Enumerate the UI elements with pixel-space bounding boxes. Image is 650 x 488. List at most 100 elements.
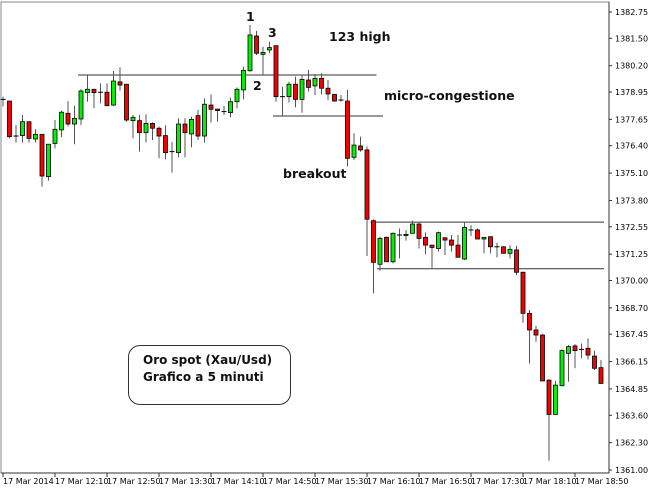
- candle: [163, 125, 168, 160]
- candle-body-down: [585, 347, 591, 356]
- candle: [598, 360, 604, 384]
- candle: [488, 236, 493, 254]
- candle: [423, 232, 428, 254]
- candle-body-down: [520, 271, 526, 314]
- x-tick-label: 17 Mar 16:50: [419, 477, 472, 486]
- x-tick-label: 17 Mar 16:10: [367, 477, 420, 486]
- candle-body-up: [481, 236, 487, 240]
- candle: [403, 229, 409, 241]
- candle-body-up: [46, 143, 51, 178]
- y-tick-label: 1370.00: [615, 276, 648, 285]
- candle: [520, 271, 526, 323]
- candle: [143, 114, 149, 143]
- candle: [338, 94, 344, 102]
- candle: [65, 101, 71, 127]
- level-lines: [78, 74, 604, 270]
- candle: [312, 73, 318, 95]
- candle: [579, 343, 584, 359]
- legend-line-instrument: Oro spot (Xau/Usd): [143, 353, 273, 367]
- candle: [46, 143, 51, 181]
- candle: [585, 338, 591, 360]
- legend-line-timeframe: Grafico a 5 minuti: [143, 370, 264, 384]
- candle: [273, 45, 279, 102]
- candle-body-down: [39, 133, 45, 177]
- candle-body-up: [299, 78, 305, 100]
- candle-body-up: [228, 101, 233, 114]
- candle: [371, 219, 376, 294]
- candle-body-up: [436, 232, 441, 249]
- candle: [319, 73, 324, 95]
- candle-body-up: [462, 227, 467, 260]
- candle: [208, 94, 214, 123]
- candle: [540, 333, 545, 382]
- candle-body-up: [507, 248, 513, 254]
- y-tick-label: 1377.65: [615, 115, 648, 124]
- candle: [514, 245, 519, 276]
- candle: [104, 83, 110, 107]
- candle: [195, 109, 201, 141]
- y-tick-label: 1382.75: [615, 8, 648, 17]
- candle-body-down: [137, 120, 142, 134]
- candle-body-down: [423, 236, 428, 246]
- candle-body-down: [514, 249, 519, 273]
- candle: [390, 232, 396, 264]
- candle: [449, 234, 454, 252]
- candle-body-down: [488, 236, 493, 248]
- candle: [475, 228, 480, 240]
- candle-body-down: [104, 91, 110, 107]
- y-tick-label: 1367.45: [615, 330, 648, 339]
- y-tick-label: 1375.10: [615, 169, 648, 178]
- y-tick-label: 1376.40: [615, 142, 648, 151]
- candle: [156, 126, 162, 159]
- candle-body-down: [384, 236, 389, 263]
- candle: [286, 81, 292, 103]
- candle: [462, 222, 467, 261]
- candle: [176, 118, 181, 158]
- candle-body-down: [26, 121, 32, 139]
- candle-body-down: [156, 127, 162, 137]
- candle-body-up: [130, 116, 136, 122]
- candle: [351, 133, 357, 161]
- candle: [20, 114, 25, 143]
- candle: [124, 83, 129, 122]
- candle-body-up: [351, 144, 357, 158]
- y-tick-label: 1381.50: [615, 34, 648, 43]
- candle: [137, 114, 142, 152]
- candle-body-down: [293, 83, 298, 100]
- candle-body-up: [247, 34, 253, 72]
- candle: [293, 76, 298, 108]
- candle-body-up: [241, 69, 246, 91]
- candle-body-down: [208, 104, 214, 110]
- candle-body-up: [260, 52, 266, 55]
- candle-body-down: [501, 246, 506, 254]
- candle: [85, 74, 90, 102]
- candle: [592, 350, 597, 370]
- candle-body-up: [52, 128, 58, 144]
- candle: [202, 98, 207, 143]
- candle: [280, 86, 285, 117]
- candle-body-down: [163, 135, 168, 154]
- y-tick-label: 1371.25: [615, 250, 648, 259]
- candle-body-down: [215, 108, 220, 111]
- candle-body-up: [143, 122, 149, 134]
- candle-body-up: [553, 384, 558, 415]
- x-tick-label: 17 Mar 14:50: [263, 477, 316, 486]
- candle-body-down: [527, 312, 532, 331]
- candle-body-down: [416, 223, 422, 239]
- candle: [169, 141, 175, 173]
- y-tick-label: 1368.70: [615, 304, 648, 313]
- candle: [377, 236, 383, 271]
- candle-body-down: [273, 45, 279, 98]
- candle-body-down: [345, 100, 350, 159]
- candle-body-down: [358, 145, 363, 151]
- candle: [13, 125, 19, 143]
- candle: [221, 105, 227, 115]
- annotation-point-2: 2: [253, 78, 262, 93]
- candle: [501, 246, 506, 254]
- candle-body-up: [72, 117, 77, 125]
- candle: [59, 110, 64, 138]
- x-tick-label: 17 Mar 15:30: [315, 477, 368, 486]
- candle: [455, 234, 461, 258]
